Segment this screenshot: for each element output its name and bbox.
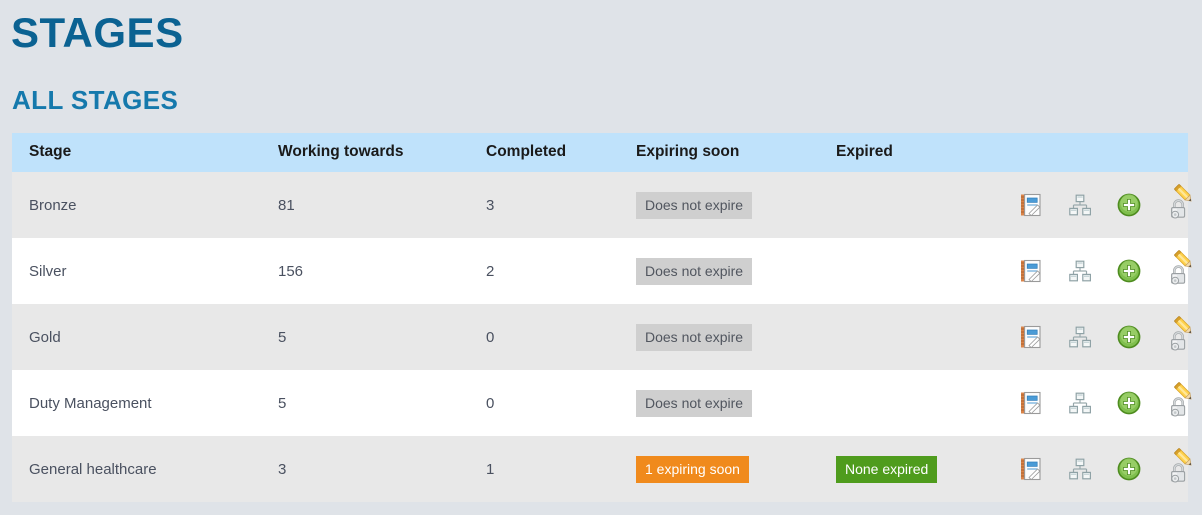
expiring-badge: Does not expire [636,191,753,219]
pencil-icon[interactable] [1171,445,1197,475]
cell-working-towards: 5 [264,370,486,436]
expired-badge[interactable]: None expired [836,455,938,483]
cell-stage-name: General healthcare [12,436,264,502]
org-chart-icon[interactable] [1066,257,1094,285]
table-header-row: Stage Working towards Completed Expiring… [12,133,1188,172]
add-circle-icon[interactable] [1115,191,1143,219]
cell-expiring-soon: Does not expire [636,304,836,370]
padlock-icon[interactable] [1166,263,1190,291]
row-action-group [1006,304,1192,370]
cell-actions [1006,436,1192,502]
cell-working-towards: 3 [264,436,486,502]
cell-completed: 0 [486,370,636,436]
cell-completed: 3 [486,172,636,238]
page-title: STAGES [11,9,184,56]
add-circle-icon[interactable] [1115,323,1143,351]
org-chart-icon[interactable] [1066,323,1094,351]
column-header-expired[interactable]: Expired [836,133,1006,172]
cell-completed: 1 [486,436,636,502]
row-action-group [1006,436,1192,502]
edit-lock-icon[interactable] [1166,250,1202,291]
edit-lock-icon[interactable] [1166,448,1202,489]
cell-stage-name: Bronze [12,172,264,238]
cell-stage-name: Silver [12,238,264,304]
pencil-icon[interactable] [1171,313,1197,343]
org-chart-icon[interactable] [1066,455,1094,483]
cell-expiring-soon: Does not expire [636,370,836,436]
org-chart-icon[interactable] [1066,389,1094,417]
table-row: Duty Management 5 0 Does not expire [12,370,1192,436]
column-header-working[interactable]: Working towards [264,133,486,172]
table-row: Silver 156 2 Does not expire [12,238,1192,304]
padlock-icon[interactable] [1166,329,1190,357]
column-header-expiring[interactable]: Expiring soon [636,133,836,172]
expiring-badge[interactable]: 1 expiring soon [636,455,749,483]
pencil-icon[interactable] [1171,181,1197,211]
cell-expired [836,238,1006,304]
pencil-icon[interactable] [1171,379,1197,409]
edit-lock-icon[interactable] [1166,184,1202,225]
stages-table: Stage Working towards Completed Expiring… [12,133,1192,502]
cell-expiring-soon: Does not expire [636,238,836,304]
add-circle-icon[interactable] [1115,455,1143,483]
notebook-icon[interactable] [1017,389,1045,417]
cell-stage-name: Duty Management [12,370,264,436]
notebook-icon[interactable] [1017,257,1045,285]
row-action-group [1006,238,1192,304]
cell-actions [1006,238,1192,304]
cell-actions [1006,172,1192,238]
cell-working-towards: 156 [264,238,486,304]
column-header-completed[interactable]: Completed [486,133,636,172]
padlock-icon[interactable] [1166,461,1190,489]
expiring-badge: Does not expire [636,257,753,285]
cell-completed: 2 [486,238,636,304]
stages-table-container: Stage Working towards Completed Expiring… [12,133,1192,502]
section-title: ALL STAGES [12,85,179,115]
org-chart-icon[interactable] [1066,191,1094,219]
padlock-icon[interactable] [1166,197,1190,225]
notebook-icon[interactable] [1017,191,1045,219]
cell-expired [836,172,1006,238]
cell-expired [836,370,1006,436]
table-row: General healthcare 3 1 1 expiring soon None … [12,436,1192,502]
add-circle-icon[interactable] [1115,389,1143,417]
edit-lock-icon[interactable] [1166,316,1202,357]
row-action-group [1006,172,1192,238]
pencil-icon[interactable] [1171,247,1197,277]
add-circle-icon[interactable] [1115,257,1143,285]
table-body: Bronze 81 3 Does not expire [12,172,1192,502]
cell-expired: None expired [836,436,1006,502]
cell-stage-name: Gold [12,304,264,370]
expiring-badge: Does not expire [636,323,753,351]
cell-working-towards: 5 [264,304,486,370]
cell-expiring-soon: Does not expire [636,172,836,238]
row-action-group [1006,370,1192,436]
column-header-actions [1006,133,1188,172]
cell-completed: 0 [486,304,636,370]
expiring-badge: Does not expire [636,389,753,417]
notebook-icon[interactable] [1017,455,1045,483]
cell-expired [836,304,1006,370]
table-row: Gold 5 0 Does not expire [12,304,1192,370]
cell-actions [1006,370,1192,436]
padlock-icon[interactable] [1166,395,1190,423]
column-header-stage[interactable]: Stage [12,133,264,172]
cell-actions [1006,304,1192,370]
edit-lock-icon[interactable] [1166,382,1202,423]
table-header: Stage Working towards Completed Expiring… [12,133,1188,172]
notebook-icon[interactable] [1017,323,1045,351]
table-row: Bronze 81 3 Does not expire [12,172,1192,238]
cell-expiring-soon: 1 expiring soon [636,436,836,502]
cell-working-towards: 81 [264,172,486,238]
